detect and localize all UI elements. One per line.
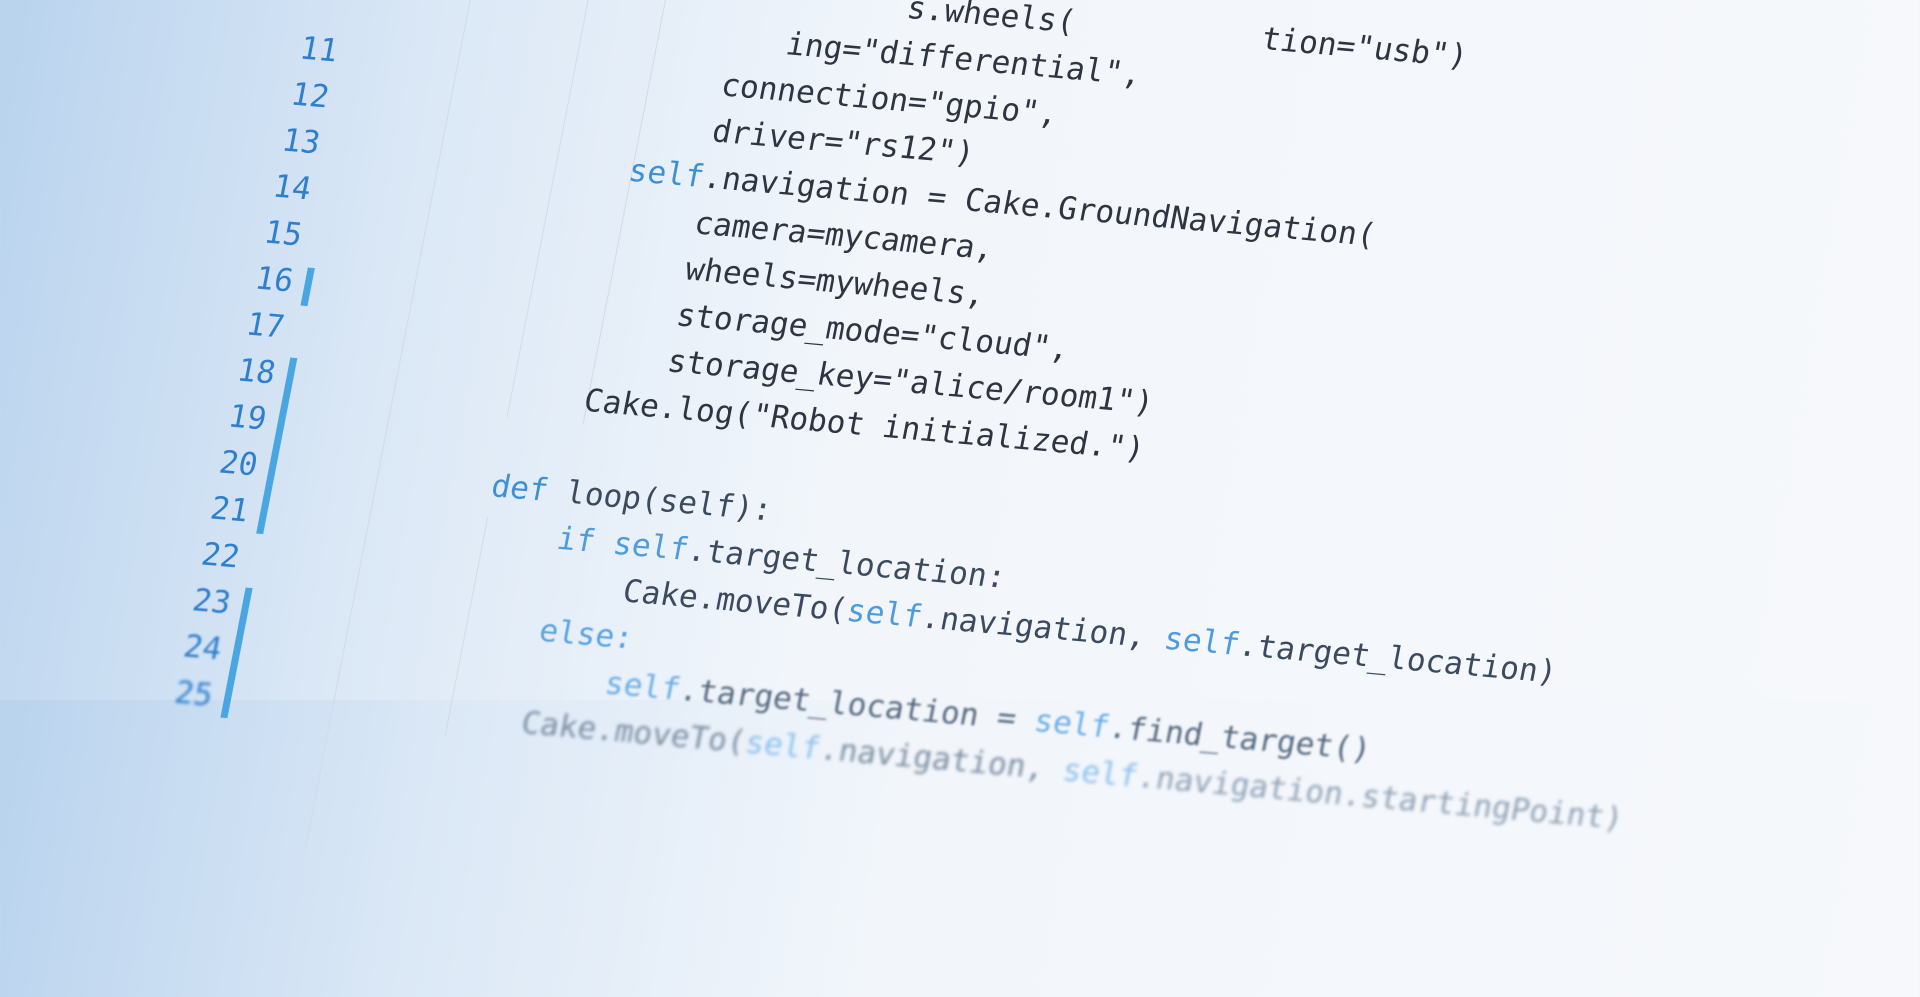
code-token: def xyxy=(413,461,552,509)
code-token: self xyxy=(1059,751,1142,795)
code-token: .navigation, xyxy=(918,599,1169,657)
code-token: self xyxy=(1031,702,1113,746)
code-token: self xyxy=(1161,620,1243,663)
code-token: .target_location) xyxy=(1235,626,1560,691)
line-number: 25 xyxy=(171,674,216,714)
code-token: self xyxy=(843,592,926,636)
page: s.wheels( tion="usb") ing="differential"… xyxy=(0,0,1920,848)
code-token: .navigation.startingPoint) xyxy=(1134,758,1627,837)
code-token: self xyxy=(742,724,824,767)
change-marker xyxy=(300,267,315,307)
